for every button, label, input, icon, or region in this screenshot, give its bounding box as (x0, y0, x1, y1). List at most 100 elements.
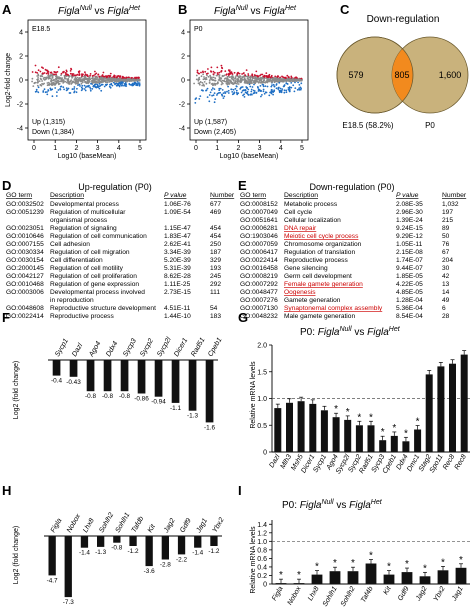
significance-star: * (297, 570, 301, 581)
ma-point (213, 88, 216, 90)
ma-point (215, 74, 218, 77)
table-cell: 5.31E-39 (164, 265, 191, 272)
table-cell: 2.08E-35 (396, 201, 423, 208)
table-cell: GO:0022414 (240, 257, 278, 264)
ma-point (121, 81, 124, 84)
x-tick-label: 3 (96, 145, 100, 152)
ma-point (97, 80, 100, 82)
table-cell: Oogenesis (284, 289, 316, 296)
table-cell: 292 (210, 281, 221, 288)
ma-point (50, 79, 53, 81)
ma-point (118, 85, 121, 88)
bar (390, 435, 398, 452)
ma-point (213, 101, 216, 104)
value-label: -1.4 (192, 550, 203, 557)
ma-point (216, 92, 219, 95)
ma-point (82, 78, 85, 81)
panel-a-ylabel: Log2-fold change (5, 53, 12, 107)
ma-point (227, 85, 230, 88)
ma-point (84, 75, 87, 78)
ma-point (199, 95, 202, 97)
significance-star: * (315, 562, 319, 573)
ma-point (239, 88, 242, 90)
ma-point (247, 88, 250, 91)
ma-point (212, 73, 215, 75)
ma-point (217, 79, 220, 81)
ma-point (231, 81, 234, 84)
ma-point (69, 72, 72, 75)
table-header: P value (396, 192, 419, 199)
ma-point (130, 80, 133, 82)
category-label: Sycp2 (139, 338, 155, 358)
ma-point (43, 88, 46, 91)
table-cell: 4.85E-05 (396, 289, 423, 296)
ma-point (254, 75, 257, 78)
value-label: -1.1 (170, 405, 181, 412)
ma-point (234, 87, 237, 90)
table-header: GO term (6, 192, 32, 199)
ma-point (56, 91, 58, 93)
ma-point (31, 71, 34, 73)
ma-point (243, 96, 246, 98)
ma-point (240, 91, 243, 94)
ma-point (279, 79, 281, 82)
ma-point (233, 71, 236, 74)
table-cell: 204 (442, 257, 453, 264)
ma-point (205, 73, 208, 75)
category-label: Ybx2 (212, 517, 226, 534)
ma-point (212, 94, 215, 97)
ma-point (223, 79, 225, 82)
ma-point (264, 91, 267, 94)
panel-i: I P0: FiglaNull vs FiglaHet Relative mRN… (238, 483, 470, 608)
ma-point (251, 86, 254, 88)
ma-point (261, 73, 264, 76)
ma-point (222, 75, 225, 77)
table-cell: GO:0048232 (240, 313, 278, 320)
ma-point (36, 72, 39, 74)
ma-point (290, 82, 293, 84)
ma-point (125, 83, 128, 86)
ma-point (57, 66, 60, 69)
ma-point (236, 81, 239, 83)
panel-e: E Down-regulation (P0) GO term Descriptio… (238, 178, 467, 320)
category-label: Nobox (287, 585, 303, 606)
ma-point (285, 89, 288, 92)
ma-point (35, 90, 38, 93)
ma-point (80, 86, 83, 89)
ma-point (216, 66, 219, 69)
table-cell: 4.51E-11 (164, 305, 191, 312)
ma-point (255, 77, 258, 80)
panel-label-e: E (238, 178, 247, 193)
ma-point (240, 86, 243, 89)
ma-point (121, 84, 124, 86)
value-label: -1.4 (79, 550, 90, 557)
ma-point (57, 82, 60, 84)
bar (145, 536, 153, 567)
ma-point (208, 81, 211, 83)
ma-point (290, 86, 293, 89)
category-label: Jag1 (451, 585, 465, 603)
ma-point (96, 76, 98, 78)
ma-point (92, 84, 95, 87)
ma-point (208, 79, 211, 82)
ma-point (54, 71, 56, 74)
x-tick-label: 1 (215, 145, 219, 152)
ma-point (204, 70, 207, 73)
category-label: Figla (50, 517, 64, 534)
table-cell: GO:0010646 (6, 233, 44, 240)
category-label: Sycp1 (54, 338, 70, 358)
table-cell: GO:0007130 (240, 305, 278, 312)
panel-label-g: G (238, 310, 248, 325)
ma-point (125, 80, 128, 82)
ma-point (263, 92, 266, 95)
panel-a-down-count: Down (1,384) (32, 129, 74, 136)
ma-point (82, 79, 84, 82)
bar (274, 408, 282, 452)
ma-point (245, 75, 248, 78)
ma-point (201, 81, 204, 84)
ma-point (229, 71, 232, 74)
ma-point (298, 80, 301, 82)
ma-point (37, 69, 40, 72)
ma-point (43, 72, 46, 74)
table-cell: Reproductive structure development (50, 305, 156, 312)
